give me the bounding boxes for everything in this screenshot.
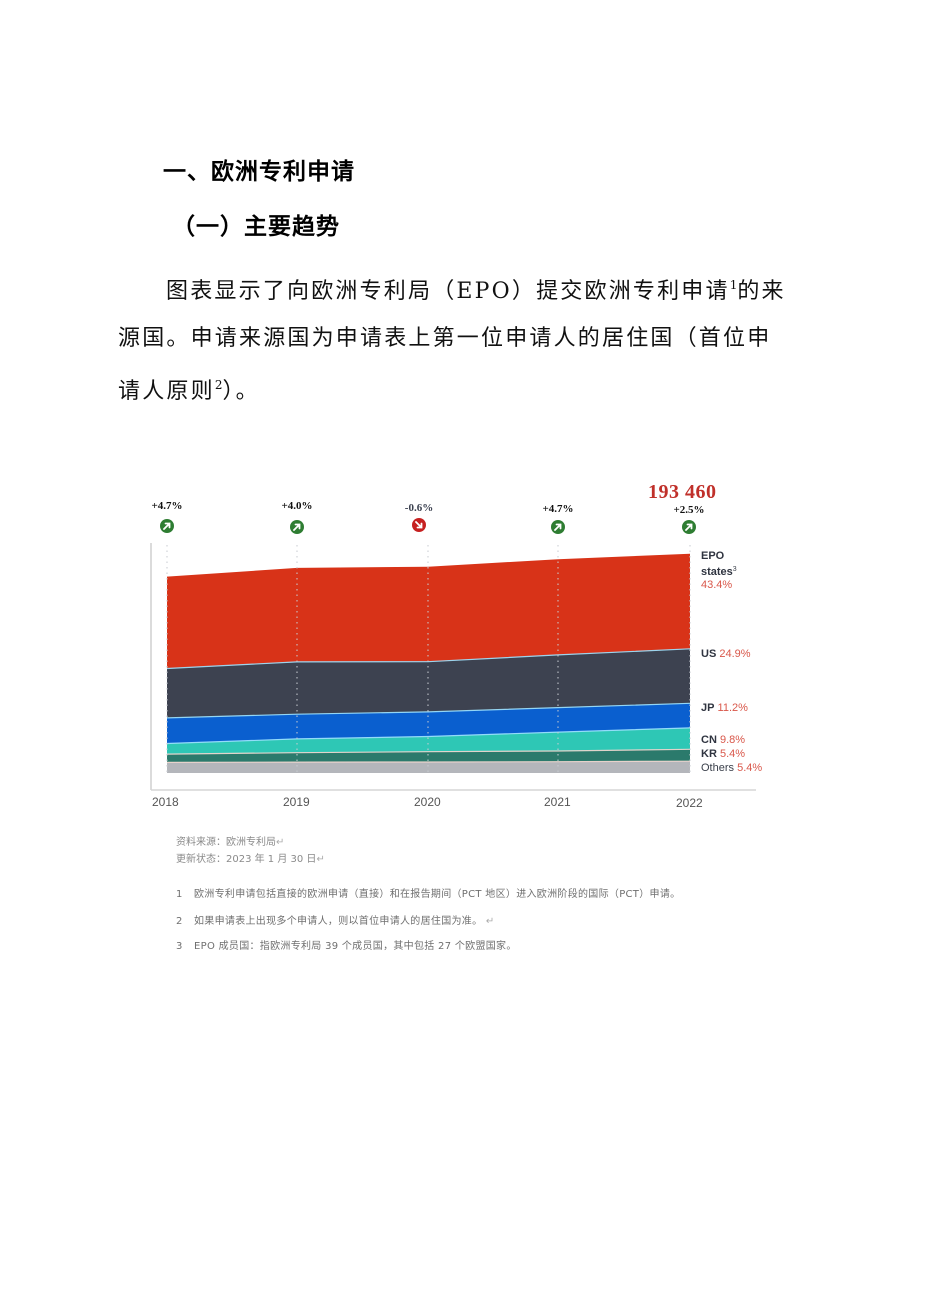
source-text: 资料来源：欧洲专利局	[176, 837, 276, 848]
footnote-ref-1[interactable]: 1	[729, 278, 738, 292]
footnote-ref-2[interactable]: 2	[214, 378, 223, 392]
intro-paragraph: 图表显示了向欧洲专利局（EPO）提交欧洲专利申请1的来 源国。申请来源国为申请表…	[118, 262, 828, 415]
area-band-jp[interactable]	[167, 703, 690, 744]
footnote-1-number: 1	[176, 889, 183, 900]
para-line3-end: ）。	[222, 379, 260, 404]
updated-text: 更新状态：2023 年 1 月 30 日	[176, 854, 317, 865]
return-mark-icon: ↵	[482, 916, 495, 927]
return-mark-icon: ↵	[316, 854, 325, 865]
updated-line: 更新状态：2023 年 1 月 30 日↵	[176, 850, 325, 865]
para-line1-end: 的来	[737, 279, 786, 304]
footnote-2-text: 如果申请表上出现多个申请人，则以首位申请人的居住国为准。	[194, 916, 483, 927]
para-line2: 源国。申请来源国为申请表上第一位申请人的居住国（首位申	[118, 326, 772, 351]
footnote-3-number: 3	[176, 941, 183, 952]
section-heading: 一、欧洲专利申请	[163, 159, 355, 185]
band-separator	[166, 702, 691, 719]
footnote-1-text: 欧洲专利申请包括直接的欧洲申请（直接）和在报告期间（PCT 地区）进入欧洲阶段的…	[194, 889, 681, 900]
para-line3: 请人原则	[118, 379, 215, 404]
source-line: 资料来源：欧洲专利局↵	[176, 833, 284, 848]
return-mark-icon: ↵	[276, 837, 285, 848]
band-separator	[166, 727, 691, 745]
footnote-3: 3 EPO 成员国：指欧洲专利局 39 个成员国，其中包括 27 个欧盟国家。	[176, 937, 517, 952]
area-band-cn[interactable]	[167, 727, 690, 755]
footnote-2-number: 2	[176, 916, 183, 927]
subsection-heading: （一）主要趋势	[172, 214, 340, 240]
footnote-1: 1 欧洲专利申请包括直接的欧洲申请（直接）和在报告期间（PCT 地区）进入欧洲阶段…	[176, 885, 680, 900]
area-band-kr[interactable]	[167, 749, 690, 763]
band-separator	[166, 748, 691, 755]
area-band-others[interactable]	[167, 761, 690, 773]
band-separator	[166, 760, 691, 763]
footnote-2: 2 如果申请表上出现多个申请人，则以首位申请人的居住国为准。 ↵	[176, 912, 495, 927]
footnote-3-text: EPO 成员国：指欧洲专利局 39 个成员国，其中包括 27 个欧盟国家。	[194, 941, 517, 952]
para-line1: 图表显示了向欧洲专利局（EPO）提交欧洲专利申请	[166, 279, 730, 304]
